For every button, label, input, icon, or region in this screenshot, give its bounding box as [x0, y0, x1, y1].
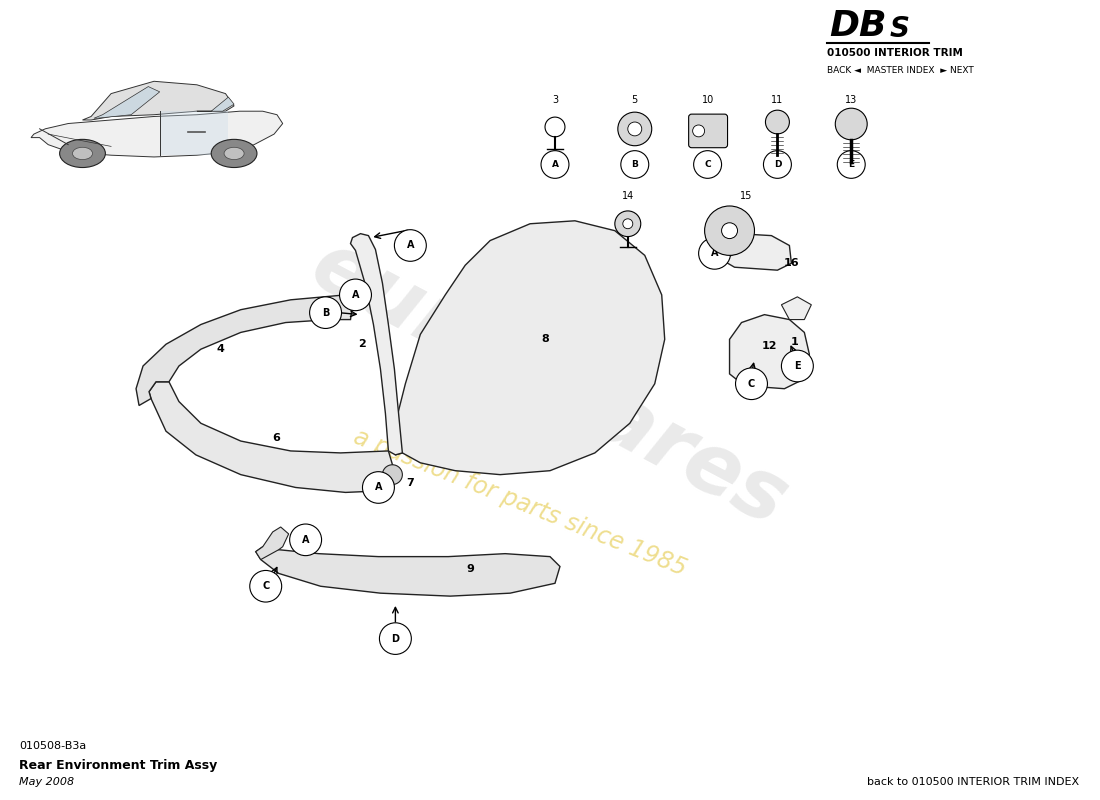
Text: 11: 11	[771, 95, 783, 106]
Text: D: D	[392, 634, 399, 644]
Text: eurospares: eurospares	[298, 224, 802, 543]
Text: A: A	[352, 290, 360, 300]
Circle shape	[340, 279, 372, 310]
Circle shape	[395, 230, 427, 262]
Circle shape	[623, 219, 632, 229]
Text: back to 010500 INTERIOR TRIM INDEX: back to 010500 INTERIOR TRIM INDEX	[867, 777, 1079, 787]
Polygon shape	[94, 86, 160, 118]
Circle shape	[618, 112, 651, 146]
Polygon shape	[729, 314, 810, 389]
Circle shape	[835, 108, 867, 140]
Text: 14: 14	[621, 191, 634, 201]
Circle shape	[211, 139, 257, 167]
Polygon shape	[717, 234, 791, 270]
Text: A: A	[551, 160, 559, 169]
Circle shape	[705, 206, 755, 255]
Polygon shape	[351, 234, 403, 455]
Circle shape	[224, 147, 244, 159]
Text: 010500 INTERIOR TRIM: 010500 INTERIOR TRIM	[827, 48, 964, 58]
Circle shape	[722, 222, 737, 238]
Circle shape	[59, 139, 106, 167]
Circle shape	[620, 150, 649, 178]
Circle shape	[541, 150, 569, 178]
Text: Rear Environment Trim Assy: Rear Environment Trim Assy	[20, 759, 218, 772]
Text: 1: 1	[791, 338, 799, 347]
Circle shape	[694, 150, 722, 178]
Text: D: D	[773, 160, 781, 169]
Circle shape	[837, 150, 866, 178]
Circle shape	[736, 368, 768, 399]
Polygon shape	[781, 297, 812, 319]
Circle shape	[309, 297, 341, 329]
Polygon shape	[197, 97, 234, 111]
Text: E: E	[848, 160, 855, 169]
Text: 8: 8	[541, 334, 549, 344]
Text: 12: 12	[761, 342, 778, 351]
FancyBboxPatch shape	[689, 114, 727, 148]
Text: 5: 5	[631, 95, 638, 106]
Circle shape	[781, 350, 813, 382]
Polygon shape	[255, 527, 288, 559]
Text: C: C	[704, 160, 711, 169]
Circle shape	[250, 570, 282, 602]
Text: 4: 4	[217, 344, 224, 354]
Text: 2: 2	[359, 339, 366, 350]
Bar	[160, 111, 229, 155]
Text: S: S	[889, 15, 909, 43]
Circle shape	[766, 110, 790, 134]
Polygon shape	[136, 295, 352, 406]
Text: a passion for parts since 1985: a passion for parts since 1985	[350, 424, 690, 580]
Text: 10: 10	[702, 95, 714, 106]
Circle shape	[628, 122, 641, 136]
Text: 3: 3	[552, 95, 558, 106]
Text: BACK ◄  MASTER INDEX  ► NEXT: BACK ◄ MASTER INDEX ► NEXT	[827, 66, 974, 74]
Polygon shape	[395, 221, 664, 474]
Circle shape	[615, 211, 641, 237]
Text: A: A	[711, 248, 718, 258]
Text: 9: 9	[466, 565, 474, 574]
Circle shape	[73, 147, 92, 159]
Text: E: E	[794, 361, 801, 371]
Text: B: B	[322, 308, 329, 318]
Text: 7: 7	[407, 478, 415, 487]
Text: 16: 16	[783, 258, 800, 268]
Text: May 2008: May 2008	[20, 777, 75, 787]
Circle shape	[693, 125, 705, 137]
Circle shape	[379, 622, 411, 654]
Text: C: C	[748, 378, 755, 389]
Text: A: A	[301, 535, 309, 545]
Text: A: A	[375, 482, 382, 493]
Circle shape	[544, 117, 565, 137]
Text: 13: 13	[845, 95, 857, 106]
Text: DB: DB	[829, 9, 887, 43]
Circle shape	[763, 150, 791, 178]
Text: B: B	[631, 160, 638, 169]
Circle shape	[289, 524, 321, 556]
Circle shape	[363, 472, 395, 503]
Text: A: A	[407, 241, 414, 250]
Text: 010508-B3a: 010508-B3a	[20, 742, 87, 751]
Circle shape	[698, 238, 730, 269]
Polygon shape	[255, 546, 560, 596]
Polygon shape	[148, 382, 395, 493]
Polygon shape	[82, 82, 234, 120]
Polygon shape	[31, 111, 283, 157]
Text: C: C	[262, 582, 270, 591]
Text: 6: 6	[272, 433, 279, 443]
Circle shape	[383, 465, 403, 485]
Text: 15: 15	[739, 191, 752, 201]
